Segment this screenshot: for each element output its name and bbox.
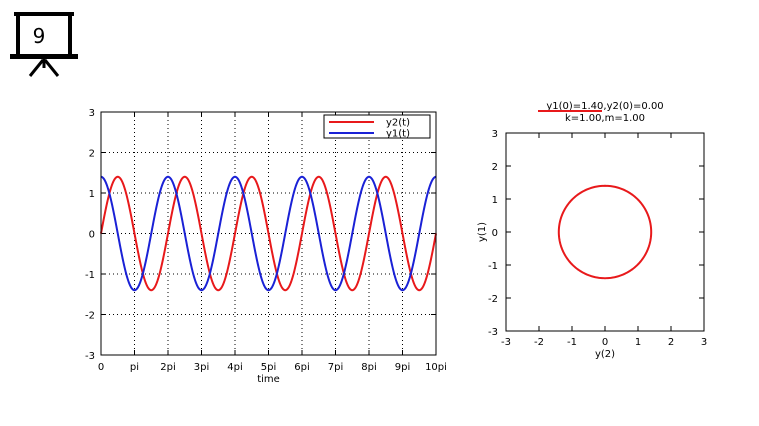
y-tick-label: -1 [85, 270, 95, 281]
slide-number: 9 [32, 24, 46, 48]
x-tick-label: 1 [635, 337, 641, 348]
time-series-chart: 0 pi 2pi 3pi 4pi 5pi 6pi 7pi 8pi 9pi 10pi -3 -2 -1 0 1 2… [85, 108, 447, 385]
y-tick-label: 3 [89, 108, 95, 119]
phase-plot-ticks: -3 -2 -1 0 1 2 3 -3 -2 -1 0 1 2 3 [488, 129, 707, 348]
x-tick-label: 4pi [227, 362, 243, 373]
x-tick-label: 8pi [361, 362, 377, 373]
y-tick-label: 0 [89, 230, 95, 241]
y-tick-label: 1 [89, 189, 95, 200]
legend-label: y1(t) [386, 129, 410, 140]
x-tick-label: 0 [98, 362, 104, 373]
x-tick-label: 7pi [328, 362, 344, 373]
series-line-y2t [100, 175, 437, 292]
x-tick-label: 9pi [395, 362, 411, 373]
phase-plot-frame [505, 132, 705, 332]
x-tick-label: 2 [668, 337, 674, 348]
phase-plot-chart: y1(0)=1.40,y2(0)=0.00 k=1.00,m=1.00 -3 -2… [477, 101, 707, 360]
x-tick-label: pi [130, 362, 139, 373]
legend-label: y2(t) [386, 118, 410, 129]
time-series-ticks: 0 pi 2pi 3pi 4pi 5pi 6pi 7pi 8pi 9pi 10pi -3 -2 -1 0 1 2… [85, 108, 447, 373]
legend-box [323, 114, 431, 139]
y-tick-label: -2 [488, 294, 498, 305]
presentation-board-icon [10, 12, 78, 77]
x-tick-label: 0 [602, 337, 608, 348]
time-series-x-axis-title: time [257, 374, 280, 385]
phase-plot-y-axis-title: y(1) [477, 222, 488, 242]
x-tick-label: 3pi [194, 362, 210, 373]
x-tick-label: 2pi [160, 362, 176, 373]
x-tick-label: -3 [501, 337, 511, 348]
time-series-grid [101, 112, 436, 355]
x-tick-label: 10pi [425, 362, 447, 373]
y-tick-label: 0 [492, 228, 498, 239]
phase-plot-x-axis-title: y(2) [595, 349, 615, 360]
y-tick-label: -2 [85, 311, 95, 322]
y-tick-label: 1 [492, 195, 498, 206]
x-tick-label: 3 [701, 337, 707, 348]
phase-plot-title-line-2: k=1.00,m=1.00 [565, 113, 645, 124]
y-tick-label: -3 [85, 351, 95, 362]
x-tick-label: 5pi [261, 362, 277, 373]
y-tick-label: 3 [492, 129, 498, 140]
phase-orbit-circle [557, 184, 653, 280]
y-tick-label: -1 [488, 261, 498, 272]
x-tick-label: -1 [567, 337, 577, 348]
time-series-legend: y2(t)y1(t) [323, 114, 431, 140]
y-tick-label: -3 [488, 327, 498, 338]
time-series-lines [100, 175, 437, 292]
y-tick-label: 2 [89, 149, 95, 160]
time-series-frame [100, 111, 437, 356]
phase-plot-title-line-1: y1(0)=1.40,y2(0)=0.00 [546, 101, 663, 112]
x-tick-label: 6pi [294, 362, 310, 373]
phase-plot-orbit [557, 184, 653, 280]
series-line-y1t [100, 175, 437, 292]
x-tick-label: -2 [534, 337, 544, 348]
y-tick-label: 2 [492, 162, 498, 173]
